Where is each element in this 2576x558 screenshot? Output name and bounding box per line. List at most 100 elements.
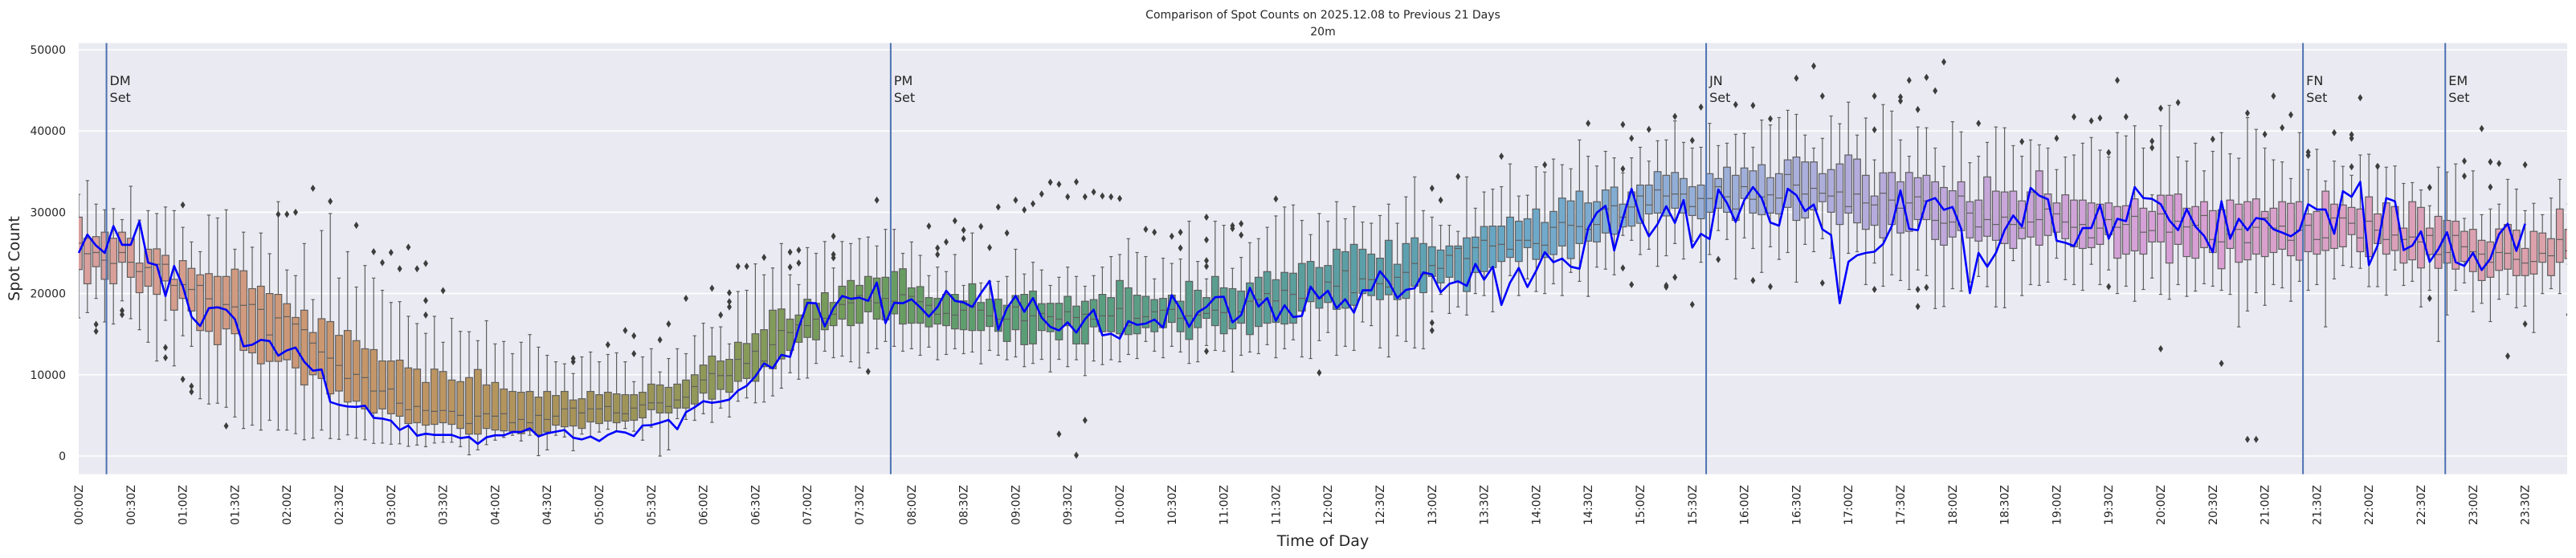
box-iqr — [2191, 206, 2200, 259]
x-tick-label: 11:30Z — [1270, 485, 1283, 525]
box-iqr — [959, 300, 968, 331]
box-5 — [118, 218, 126, 302]
box-145 — [1333, 201, 1341, 356]
box-iqr — [404, 367, 413, 425]
x-tick-label: 03:00Z — [386, 485, 398, 525]
box-iqr — [777, 308, 786, 360]
box-iqr — [343, 330, 352, 403]
x-tick-label: 19:30Z — [2103, 485, 2116, 525]
box-iqr — [516, 391, 525, 434]
x-tick-label: 00:30Z — [125, 485, 138, 525]
box-iqr — [534, 397, 543, 436]
box-276 — [2468, 170, 2477, 312]
outlier-point — [2349, 131, 2354, 139]
box-iqr — [1072, 305, 1080, 344]
box-iqr — [1705, 173, 1714, 214]
box-iqr — [1410, 237, 1419, 287]
box-42 — [439, 341, 447, 443]
outlier-point — [631, 332, 637, 340]
chart-subtitle: 20m — [1310, 26, 1335, 39]
outlier-point — [1629, 280, 1635, 288]
outlier-point — [1915, 286, 1921, 294]
y-tick-label: 20000 — [30, 288, 66, 301]
box-iqr — [231, 268, 239, 335]
box-iqr — [1966, 201, 1974, 238]
box-95 — [899, 252, 907, 352]
box-255 — [2287, 177, 2295, 302]
box-iqr — [256, 285, 265, 365]
box-38 — [404, 316, 413, 447]
x-tick-label: 05:30Z — [646, 485, 659, 525]
box-iqr — [1289, 272, 1297, 324]
outlier-point — [865, 368, 871, 376]
outlier-point — [987, 243, 992, 251]
box-iqr — [1879, 172, 1888, 238]
outlier-point — [1074, 177, 1079, 185]
box-173 — [1575, 139, 1584, 283]
box-277 — [2477, 214, 2486, 304]
box-iqr — [1541, 222, 1549, 259]
outlier-point — [1906, 76, 1912, 84]
outlier-point — [2253, 435, 2259, 443]
outlier-point — [397, 265, 402, 273]
outlier-point — [2488, 183, 2493, 191]
box-151 — [1384, 203, 1393, 358]
box-iqr — [1593, 201, 1601, 242]
box-108 — [1011, 248, 1020, 358]
box-187 — [1696, 146, 1705, 263]
outlier-point — [1117, 194, 1122, 202]
box-281 — [2512, 188, 2521, 308]
x-tick-label: 15:30Z — [1687, 485, 1700, 525]
box-143 — [1315, 213, 1324, 341]
outlier-point — [2427, 184, 2432, 192]
box-30 — [335, 277, 343, 440]
box-252 — [2260, 147, 2269, 306]
vline-label: PM — [894, 73, 912, 88]
outlier-point — [223, 422, 229, 430]
outlier-point — [2019, 137, 2025, 145]
box-18 — [231, 248, 239, 418]
box-iqr — [2338, 204, 2347, 248]
outlier-point — [2149, 144, 2155, 152]
outlier-point — [1620, 120, 1626, 128]
outlier-point — [1074, 451, 1079, 459]
box-iqr — [83, 238, 92, 285]
box-iqr — [2512, 230, 2521, 276]
box-118 — [1098, 267, 1107, 365]
box-220 — [1983, 141, 1991, 287]
box-60 — [595, 361, 603, 433]
x-tick-label: 04:30Z — [541, 485, 554, 525]
box-iqr — [473, 369, 482, 435]
box-59 — [586, 351, 595, 438]
box-128 — [1185, 220, 1194, 365]
box-214 — [1931, 147, 1940, 309]
x-tick-label: 23:00Z — [2468, 485, 2480, 525]
box-iqr — [1904, 172, 1913, 232]
box-24 — [283, 269, 292, 431]
outlier-point — [1819, 92, 1825, 100]
box-iqr — [2547, 238, 2555, 276]
outlier-point — [189, 388, 194, 396]
box-258 — [2313, 149, 2321, 286]
box-iqr — [1020, 294, 1029, 345]
box-285 — [2547, 198, 2555, 290]
box-89 — [847, 242, 855, 363]
box-114 — [1063, 267, 1072, 368]
box-iqr — [760, 329, 769, 368]
box-iqr — [1671, 172, 1680, 209]
box-iqr — [1315, 267, 1324, 309]
box-iqr — [2061, 194, 2070, 239]
outlier-point — [1620, 264, 1626, 272]
box-iqr — [586, 390, 595, 423]
box-iqr — [222, 275, 231, 330]
box-iqr — [317, 318, 326, 379]
x-tick-label: 16:30Z — [1790, 485, 1803, 525]
box-205 — [1853, 134, 1861, 253]
x-tick-label: 18:30Z — [1999, 485, 2012, 525]
outlier-point — [1239, 231, 1244, 239]
box-112 — [1046, 284, 1055, 373]
box-iqr — [422, 381, 430, 426]
box-iqr — [300, 309, 308, 386]
box-75 — [725, 343, 733, 418]
box-iqr — [1774, 173, 1783, 215]
